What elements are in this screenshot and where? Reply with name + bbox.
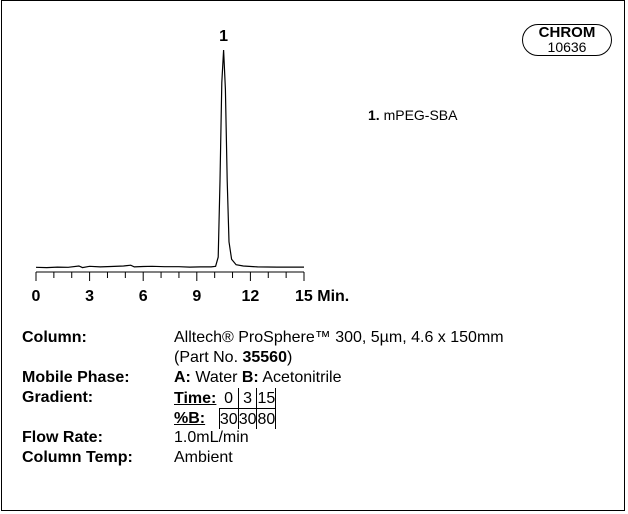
gradient-b-label: %B: — [174, 410, 206, 428]
part-number-value: (Part No. 35560) — [174, 349, 293, 366]
gradient-time-cell: 0 — [219, 388, 239, 409]
gradient-time-label: Time: — [174, 389, 217, 407]
column-label: Column: — [22, 329, 87, 346]
chromatogram-trace — [35, 49, 304, 269]
mobile-phase-label: Mobile Phase: — [22, 369, 130, 386]
badge-title: CHROM — [538, 24, 596, 41]
x-tick-label: 9 — [192, 288, 201, 305]
x-tick-label: 15 Min. — [295, 288, 349, 305]
x-tick-label: 0 — [32, 288, 41, 305]
x-tick-label: 12 — [242, 288, 260, 305]
gradient-table-wrap: Time: 0 3 15 %B: 30 30 80 — [174, 388, 277, 429]
gradient-time-cell: 15 — [256, 388, 276, 409]
gradient-b-cell: 30 — [237, 408, 257, 429]
gradient-time-cell: 3 — [237, 388, 257, 409]
x-tick-label: 6 — [139, 288, 148, 305]
column-temp-value: Ambient — [174, 449, 233, 466]
gradient-b-cell: 80 — [256, 408, 276, 429]
chromatogram-plot: 0 3 6 9 12 15 Min. 1 — [32, 28, 350, 305]
chrom-badge: CHROM 10636 — [522, 24, 612, 56]
legend-compound: mPEG-SBA — [383, 107, 458, 123]
mobile-phase-value: A: Water B: Acetonitrile — [174, 369, 342, 386]
peak-label: 1 — [219, 28, 228, 45]
badge-number: 10636 — [547, 39, 587, 55]
flow-rate-value: 1.0mL/min — [174, 429, 249, 446]
peak-legend: 1. mPEG-SBA — [368, 107, 457, 123]
x-tick-label: 3 — [85, 288, 94, 305]
column-value: Alltech® ProSphere™ 300, 5µm, 4.6 x 150m… — [174, 329, 504, 346]
gradient-table: Time: 0 3 15 %B: 30 30 80 — [174, 388, 277, 429]
part-number: 35560 — [242, 349, 287, 366]
flow-rate-label: Flow Rate: — [22, 429, 103, 446]
gradient-b-cell: 30 — [218, 408, 239, 429]
gradient-label: Gradient: — [22, 389, 94, 406]
x-axis: 0 3 6 9 12 15 Min. — [32, 271, 349, 305]
legend-number: 1. — [368, 107, 380, 123]
column-temp-label: Column Temp: — [22, 449, 133, 466]
